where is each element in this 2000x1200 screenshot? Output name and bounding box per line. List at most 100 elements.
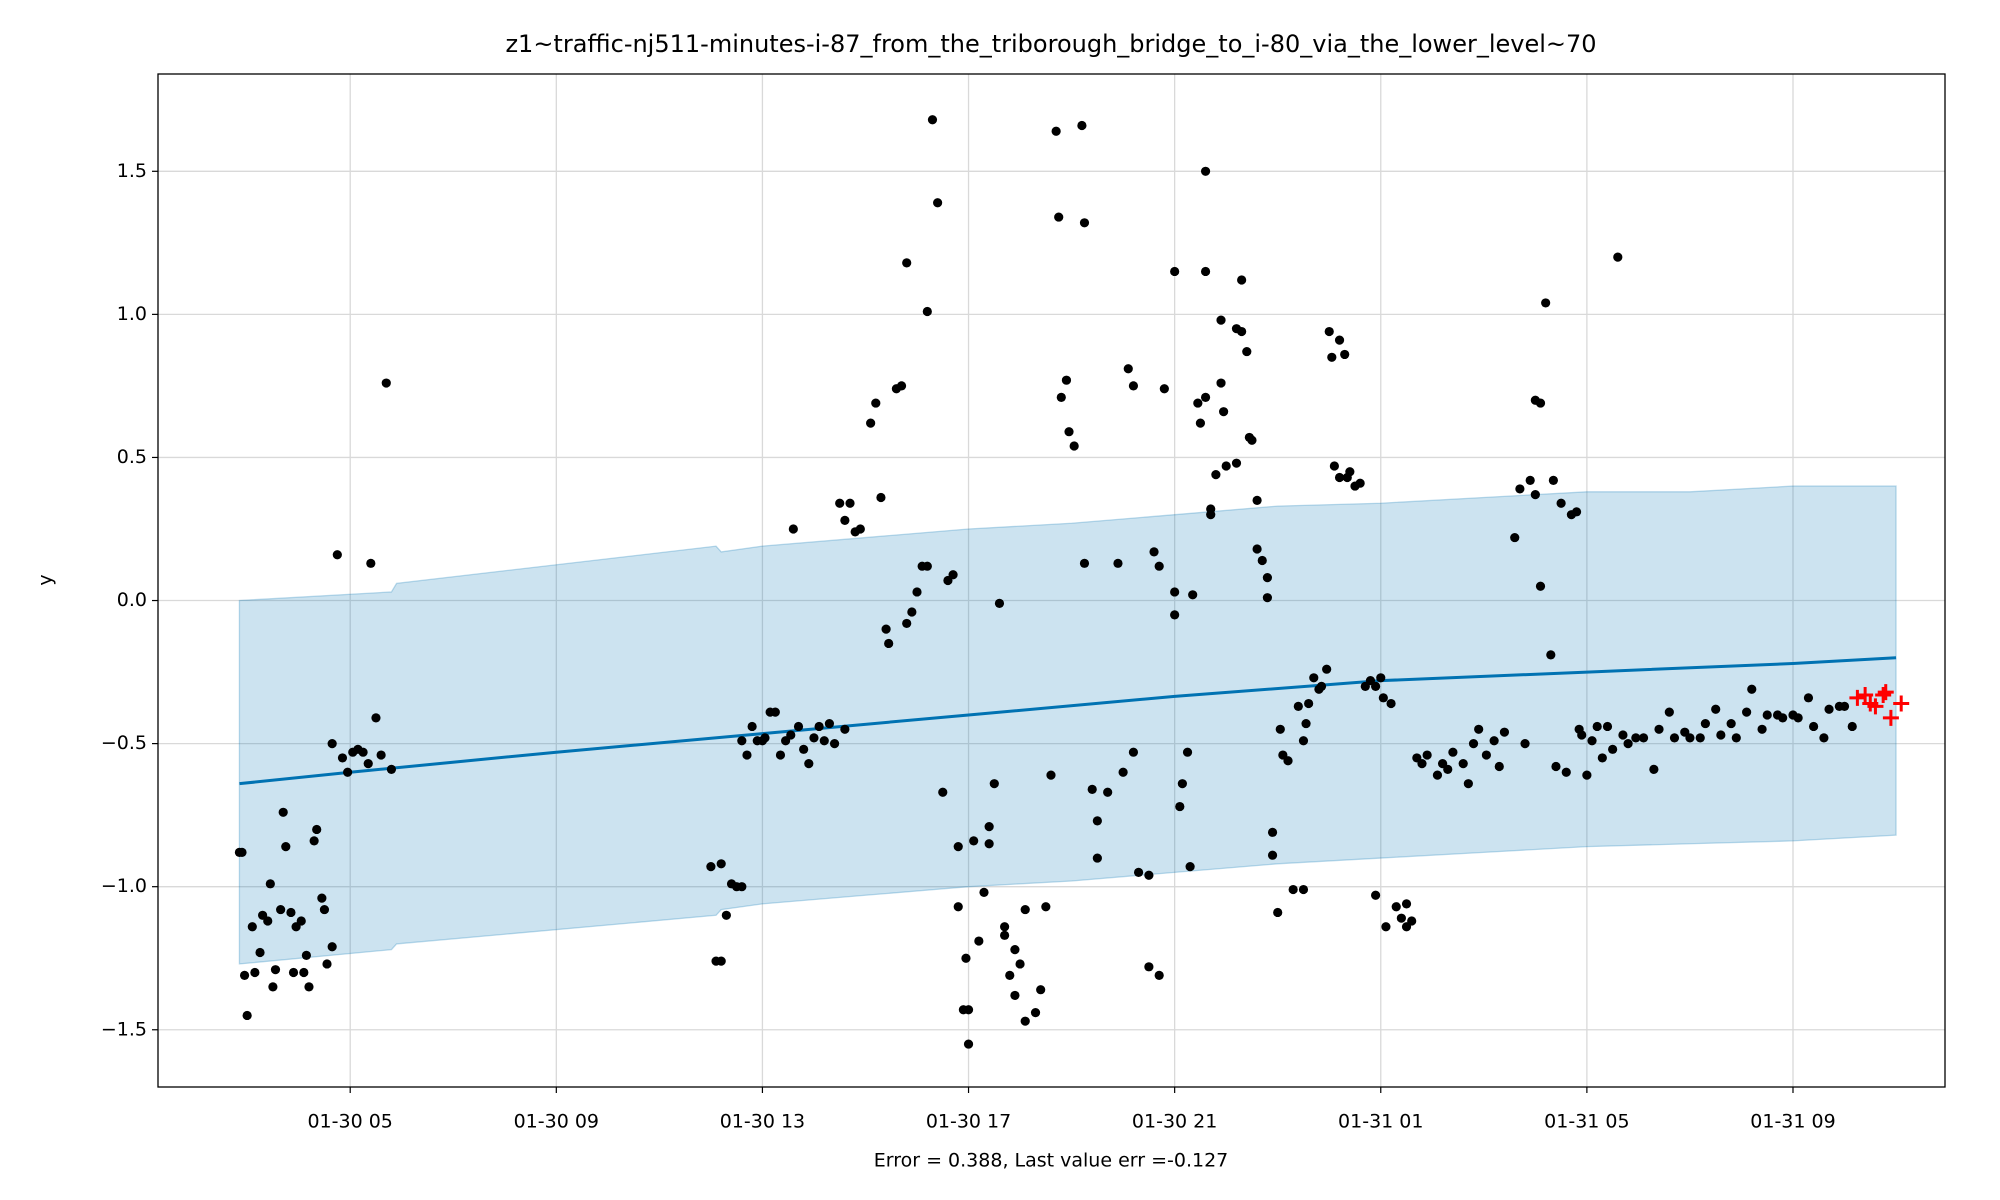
observed-point bbox=[793, 721, 804, 732]
observed-point bbox=[1079, 218, 1090, 228]
observed-point bbox=[1216, 315, 1226, 325]
observed-point bbox=[1056, 392, 1066, 402]
observed-point bbox=[1592, 721, 1602, 732]
observed-point bbox=[1608, 744, 1618, 754]
observed-point bbox=[1061, 375, 1072, 385]
x-tick-label: 01-30 09 bbox=[514, 1111, 599, 1133]
observed-point bbox=[1819, 733, 1829, 743]
observed-point bbox=[948, 570, 958, 580]
observed-point bbox=[1422, 750, 1432, 760]
observed-point bbox=[819, 736, 829, 746]
observed-point bbox=[1000, 930, 1010, 940]
observed-point bbox=[737, 736, 747, 746]
x-tick-label: 01-30 17 bbox=[926, 1111, 1011, 1133]
observed-point bbox=[327, 942, 337, 952]
observed-point bbox=[881, 624, 891, 634]
observed-point bbox=[270, 965, 281, 975]
observed-point bbox=[737, 882, 747, 892]
observed-point bbox=[1324, 326, 1334, 337]
observed-point bbox=[1247, 435, 1257, 445]
observed-point bbox=[358, 747, 368, 757]
observed-point bbox=[840, 724, 850, 734]
future-point bbox=[1867, 698, 1884, 715]
observed-point bbox=[866, 418, 876, 428]
observed-point bbox=[327, 739, 337, 749]
observed-point bbox=[1378, 693, 1388, 703]
observed-point bbox=[1417, 759, 1427, 769]
observed-point bbox=[286, 907, 296, 918]
observed-point bbox=[1376, 673, 1386, 683]
observed-point bbox=[1144, 870, 1154, 880]
observed-point bbox=[1654, 724, 1664, 734]
observed-point bbox=[835, 498, 845, 508]
observed-point bbox=[265, 879, 275, 889]
observed-point bbox=[907, 607, 917, 617]
observed-point bbox=[1316, 681, 1327, 691]
observed-point bbox=[1571, 507, 1582, 517]
y-tick-label: −1.5 bbox=[101, 1018, 147, 1040]
observed-point bbox=[1200, 166, 1211, 176]
observed-point bbox=[1262, 573, 1273, 583]
observed-point bbox=[1221, 461, 1231, 471]
observed-point bbox=[278, 807, 288, 817]
observed-point bbox=[963, 1005, 974, 1015]
observed-point bbox=[242, 1010, 252, 1021]
observed-point bbox=[1623, 739, 1633, 749]
observed-point bbox=[1133, 867, 1144, 877]
observed-point bbox=[337, 753, 348, 763]
observed-point bbox=[301, 950, 312, 960]
observed-point bbox=[884, 638, 894, 649]
observed-point bbox=[1345, 467, 1355, 477]
observed-point bbox=[1793, 713, 1803, 723]
observed-point bbox=[1170, 610, 1180, 620]
observed-point bbox=[1267, 827, 1278, 837]
observed-point bbox=[1195, 418, 1206, 428]
observed-point bbox=[1273, 907, 1283, 918]
observed-point bbox=[1252, 495, 1262, 505]
observed-point bbox=[1757, 724, 1767, 734]
observed-point bbox=[1123, 364, 1133, 374]
observed-point bbox=[1726, 718, 1736, 729]
observed-point bbox=[840, 515, 850, 526]
observed-point bbox=[1809, 721, 1819, 732]
observed-point bbox=[1304, 698, 1314, 709]
observed-point bbox=[1206, 510, 1216, 520]
observed-point bbox=[1193, 398, 1203, 408]
observed-point bbox=[1371, 681, 1381, 691]
observed-point bbox=[1159, 384, 1169, 394]
observed-point bbox=[299, 967, 309, 978]
observed-point bbox=[312, 824, 322, 835]
observed-point bbox=[1474, 724, 1484, 734]
observed-point bbox=[1020, 1016, 1030, 1026]
observed-point bbox=[1015, 959, 1025, 969]
observed-point bbox=[1515, 484, 1525, 494]
observed-point bbox=[775, 750, 786, 760]
observed-point bbox=[1262, 593, 1273, 603]
observed-point bbox=[1334, 335, 1345, 345]
observed-point bbox=[1468, 739, 1479, 749]
observed-point bbox=[1355, 478, 1365, 488]
observed-point bbox=[1561, 767, 1571, 777]
observed-point bbox=[1396, 913, 1406, 923]
axes-frame bbox=[157, 73, 1946, 1088]
observed-point bbox=[1069, 441, 1079, 451]
observed-point bbox=[938, 787, 948, 797]
observed-point bbox=[876, 492, 886, 503]
observed-point bbox=[1386, 698, 1396, 709]
observed-point bbox=[1046, 770, 1056, 780]
observed-point bbox=[1525, 475, 1535, 485]
observed-point bbox=[1200, 266, 1211, 277]
observed-point bbox=[1664, 707, 1674, 717]
observed-point bbox=[1669, 733, 1680, 743]
observed-point bbox=[281, 842, 291, 852]
observed-point bbox=[1298, 736, 1309, 746]
plot-area bbox=[234, 115, 1910, 1049]
observed-point bbox=[363, 759, 373, 769]
observed-point bbox=[1407, 916, 1417, 926]
x-tick-label: 01-30 13 bbox=[720, 1111, 805, 1133]
observed-point bbox=[1499, 727, 1510, 737]
observed-point bbox=[1010, 990, 1020, 1001]
observed-point bbox=[1371, 890, 1381, 900]
observed-point bbox=[1548, 475, 1558, 485]
observed-point bbox=[1118, 767, 1128, 777]
